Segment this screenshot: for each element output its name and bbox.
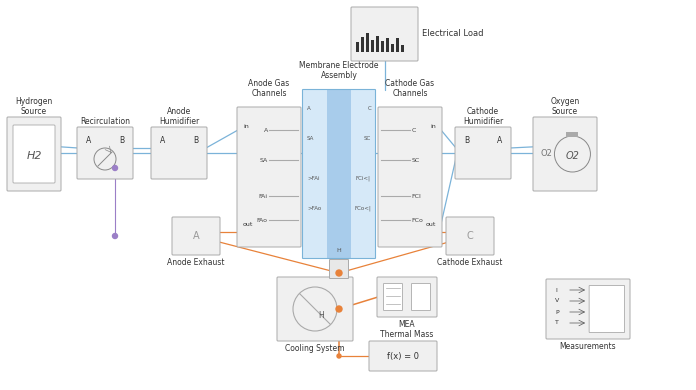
Text: SA: SA [307, 135, 315, 140]
Text: out: out [243, 222, 253, 227]
Text: Cooling System: Cooling System [285, 344, 345, 353]
Text: B: B [119, 136, 124, 145]
Bar [400, 45, 404, 52]
Text: T: T [555, 321, 559, 326]
Text: >FAi: >FAi [307, 176, 319, 181]
Text: Recirculation: Recirculation [80, 117, 130, 126]
Text: O2: O2 [541, 149, 553, 158]
Bar [370, 40, 374, 52]
FancyBboxPatch shape [277, 277, 353, 341]
Text: B: B [193, 136, 198, 145]
Text: FCi<|: FCi<| [356, 175, 371, 181]
FancyBboxPatch shape [172, 217, 220, 255]
Text: FCo<|: FCo<| [354, 205, 371, 211]
Text: O2: O2 [566, 151, 579, 161]
Text: Anode
Humidifier: Anode Humidifier [159, 106, 199, 126]
Text: C: C [367, 106, 371, 110]
Bar [376, 35, 379, 52]
Text: B: B [464, 136, 469, 145]
FancyBboxPatch shape [351, 7, 418, 61]
Text: A: A [160, 136, 165, 145]
Text: SC: SC [364, 135, 371, 140]
Circle shape [336, 270, 342, 276]
FancyBboxPatch shape [589, 285, 624, 333]
Text: FCI: FCI [411, 193, 421, 199]
Text: I: I [555, 287, 557, 292]
FancyBboxPatch shape [383, 284, 402, 310]
FancyBboxPatch shape [378, 107, 442, 247]
Bar [356, 42, 358, 52]
FancyBboxPatch shape [411, 284, 431, 310]
Text: Cathode Exhaust: Cathode Exhaust [437, 258, 503, 267]
Text: H: H [337, 248, 341, 252]
Text: A: A [307, 106, 310, 110]
Text: Electrical Load: Electrical Load [422, 30, 484, 39]
Text: f(x) = 0: f(x) = 0 [387, 351, 419, 360]
Bar [386, 38, 388, 52]
Text: in: in [243, 124, 248, 128]
Text: Hydrogen
Source: Hydrogen Source [15, 97, 53, 116]
Text: H: H [318, 310, 324, 319]
Circle shape [337, 354, 341, 358]
Text: C: C [466, 231, 473, 241]
FancyBboxPatch shape [13, 125, 55, 183]
FancyBboxPatch shape [369, 341, 437, 371]
FancyBboxPatch shape [7, 117, 61, 191]
Bar [567, 132, 578, 137]
Circle shape [113, 165, 118, 170]
Text: P: P [555, 310, 559, 314]
Text: Membrane Electrode
Assembly: Membrane Electrode Assembly [299, 60, 379, 80]
Text: >FAo: >FAo [307, 206, 322, 211]
FancyBboxPatch shape [533, 117, 597, 191]
FancyBboxPatch shape [455, 127, 511, 179]
Bar [327, 90, 351, 258]
FancyBboxPatch shape [237, 107, 301, 247]
Text: V: V [555, 298, 560, 303]
Text: Oxygen
Source: Oxygen Source [551, 97, 580, 116]
Text: Measurements: Measurements [560, 342, 617, 351]
Text: H2: H2 [26, 151, 42, 161]
Bar [365, 33, 368, 52]
Text: Cathode Gas
Channels: Cathode Gas Channels [386, 79, 434, 98]
FancyBboxPatch shape [329, 259, 349, 278]
Text: FCo: FCo [411, 218, 423, 223]
FancyBboxPatch shape [151, 127, 207, 179]
Circle shape [336, 306, 342, 312]
Text: A: A [193, 231, 199, 241]
Text: A: A [264, 128, 268, 133]
FancyBboxPatch shape [377, 277, 437, 317]
Text: Anode Gas
Channels: Anode Gas Channels [248, 79, 290, 98]
Text: A: A [497, 136, 502, 145]
Text: C: C [411, 128, 416, 133]
Bar [381, 41, 383, 52]
Bar [303, 90, 327, 258]
Text: FAi: FAi [259, 193, 268, 199]
Text: A: A [86, 136, 91, 145]
Text: Cathode
Humidifier: Cathode Humidifier [463, 106, 503, 126]
Text: Anode Exhaust: Anode Exhaust [167, 258, 225, 267]
Bar [361, 37, 363, 52]
Text: SC: SC [411, 158, 420, 163]
Text: FAo: FAo [257, 218, 268, 223]
FancyBboxPatch shape [77, 127, 133, 179]
Text: out: out [426, 222, 436, 227]
Bar [351, 90, 375, 258]
Text: in: in [430, 124, 436, 128]
FancyBboxPatch shape [446, 217, 494, 255]
Bar [395, 38, 399, 52]
Circle shape [113, 234, 118, 239]
FancyBboxPatch shape [546, 279, 630, 339]
Text: MEA
Thermal Mass: MEA Thermal Mass [380, 320, 434, 339]
Bar [390, 44, 393, 52]
Text: SA: SA [260, 158, 268, 163]
